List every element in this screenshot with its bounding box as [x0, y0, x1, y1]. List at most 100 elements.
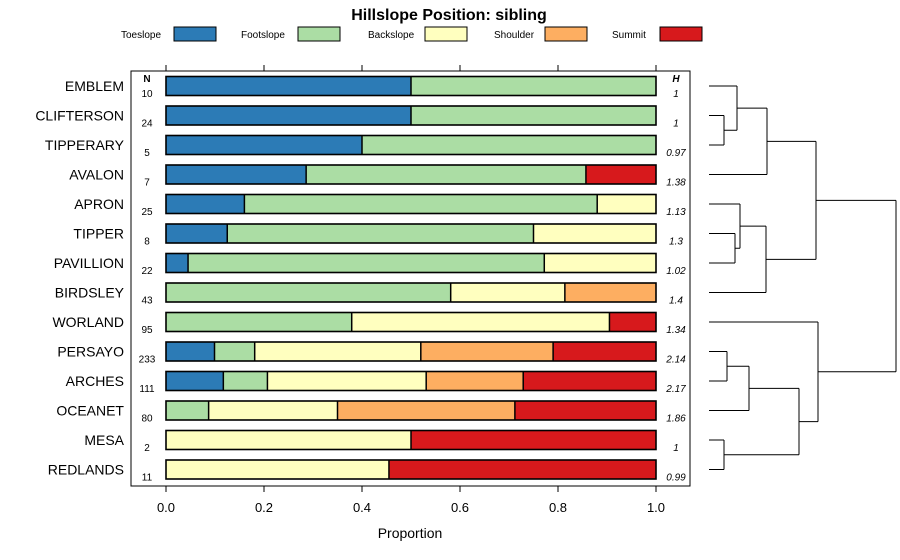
- row-n-value: 22: [141, 266, 153, 277]
- row-n-value: 10: [141, 89, 153, 100]
- row-label: TIPPER: [73, 226, 124, 242]
- legend-swatch: [424, 26, 468, 42]
- bar-segment-summit: [388, 460, 656, 479]
- chart-title: Hillslope Position: sibling: [351, 7, 547, 24]
- bar-segment-toeslope: [166, 135, 362, 155]
- bar-segment-footslope: [223, 371, 268, 391]
- row-label: ARCHES: [66, 373, 124, 389]
- row-label: REDLANDS: [48, 462, 124, 478]
- bar-outline: [165, 134, 657, 156]
- dendrogram: [709, 85, 897, 470]
- row-n-value: 7: [144, 178, 150, 189]
- bar-segment-toeslope: [166, 194, 245, 214]
- row-h-value: 1.3: [669, 237, 683, 248]
- row-label: TIPPERARY: [45, 137, 125, 153]
- bar-segment-backslope: [166, 460, 389, 479]
- row-label: AVALON: [69, 167, 124, 183]
- bar-outline: [165, 341, 657, 362]
- bar-segment-summit: [609, 312, 656, 332]
- bar-outline: [165, 223, 657, 244]
- row-n-value: 80: [141, 414, 153, 425]
- x-tick-label: 0.2: [255, 500, 273, 515]
- bar-outline: [165, 105, 657, 126]
- h-column-header: H: [672, 74, 680, 85]
- row-label: MESA: [84, 432, 124, 448]
- bar-segment-backslope: [544, 253, 656, 273]
- row-h-value: 1: [673, 443, 679, 454]
- row-h-value: 2.14: [665, 355, 686, 366]
- bar-segment-footslope: [306, 165, 586, 184]
- bar-segment-footslope: [188, 253, 545, 273]
- row-n-value: 5: [144, 148, 150, 159]
- bar-segment-backslope: [450, 283, 565, 302]
- bar-segment-backslope: [267, 371, 427, 391]
- row-label: EMBLEM: [65, 78, 124, 94]
- bar-segment-footslope: [166, 283, 451, 302]
- legend-swatch: [297, 26, 341, 42]
- x-tick-label: 0.6: [451, 500, 469, 515]
- legend-label: Shoulder: [494, 30, 535, 41]
- bar-outline: [165, 75, 657, 97]
- row-n-value: 8: [144, 237, 150, 248]
- x-axis: 0.0 0.2 0.4 0.6 0.8 1.0: [157, 65, 665, 515]
- legend-label: Footslope: [241, 30, 285, 41]
- row-n-value: 43: [141, 296, 153, 307]
- bar-segment-summit: [553, 342, 656, 361]
- bar-outline: [165, 311, 657, 333]
- row-label: CLIFTERSON: [35, 108, 124, 124]
- row-h-value: 1: [673, 119, 679, 130]
- bar-segment-footslope: [166, 401, 209, 420]
- bar-segment-footslope: [166, 312, 352, 332]
- bar-segment-summit: [585, 165, 656, 184]
- bar-segment-toeslope: [166, 165, 307, 184]
- bar-segment-backslope: [166, 430, 411, 450]
- row-label: PAVILLION: [54, 255, 124, 271]
- bar-segment-footslope: [411, 106, 656, 125]
- bar-segment-toeslope: [166, 224, 228, 243]
- bar-rows: EMBLEM 10 1 CLIFTERSON 24 1 TIPPERARY 5 0.97 AVAL…: [35, 75, 686, 484]
- row-h-value: 1.38: [666, 178, 686, 189]
- bar-segment-toeslope: [166, 342, 215, 361]
- legend-swatch: [659, 26, 703, 42]
- row-h-value: 0.99: [666, 473, 686, 484]
- row-n-value: 2: [144, 443, 150, 454]
- row-h-value: 1.4: [669, 296, 683, 307]
- bar-outline: [165, 370, 657, 392]
- bar-segment-toeslope: [166, 76, 411, 96]
- bar-segment-shoulder: [420, 342, 554, 361]
- row-label: APRON: [74, 196, 124, 212]
- row-n-value: 24: [141, 119, 153, 130]
- row-n-value: 25: [141, 207, 153, 218]
- row-h-value: 2.17: [665, 384, 686, 395]
- bar-segment-summit: [411, 430, 656, 450]
- x-tick-label: 0.0: [157, 500, 175, 515]
- row-n-value: 95: [141, 325, 153, 336]
- bar-segment-backslope: [254, 342, 421, 361]
- bar-segment-backslope: [208, 401, 338, 420]
- bar-segment-footslope: [244, 194, 598, 214]
- bar-segment-toeslope: [166, 106, 411, 125]
- bar-segment-footslope: [411, 76, 656, 96]
- bar-segment-shoulder: [564, 283, 656, 302]
- row-h-value: 0.97: [666, 148, 686, 159]
- row-label: BIRDSLEY: [55, 285, 125, 301]
- n-column-header: N: [143, 74, 150, 85]
- row-label: WORLAND: [52, 314, 124, 330]
- bar-segment-backslope: [533, 224, 656, 243]
- row-label: PERSAYO: [57, 344, 124, 360]
- row-h-value: 1: [673, 89, 679, 100]
- legend-label: Backslope: [368, 30, 415, 41]
- bar-outline: [165, 282, 657, 303]
- bar-segment-footslope: [227, 224, 534, 243]
- legend-swatch: [173, 26, 217, 42]
- bar-outline: [165, 193, 657, 215]
- chart-legend: Toeslope Footslope Backslope Shoulder Summit: [121, 26, 703, 42]
- bar-segment-backslope: [597, 194, 656, 214]
- legend-swatch: [544, 26, 588, 42]
- bar-outline: [165, 164, 657, 185]
- bar-segment-summit: [523, 371, 656, 391]
- legend-label: Toeslope: [121, 30, 161, 41]
- row-n-value: 11: [142, 473, 153, 484]
- x-axis-title: Proportion: [378, 525, 443, 541]
